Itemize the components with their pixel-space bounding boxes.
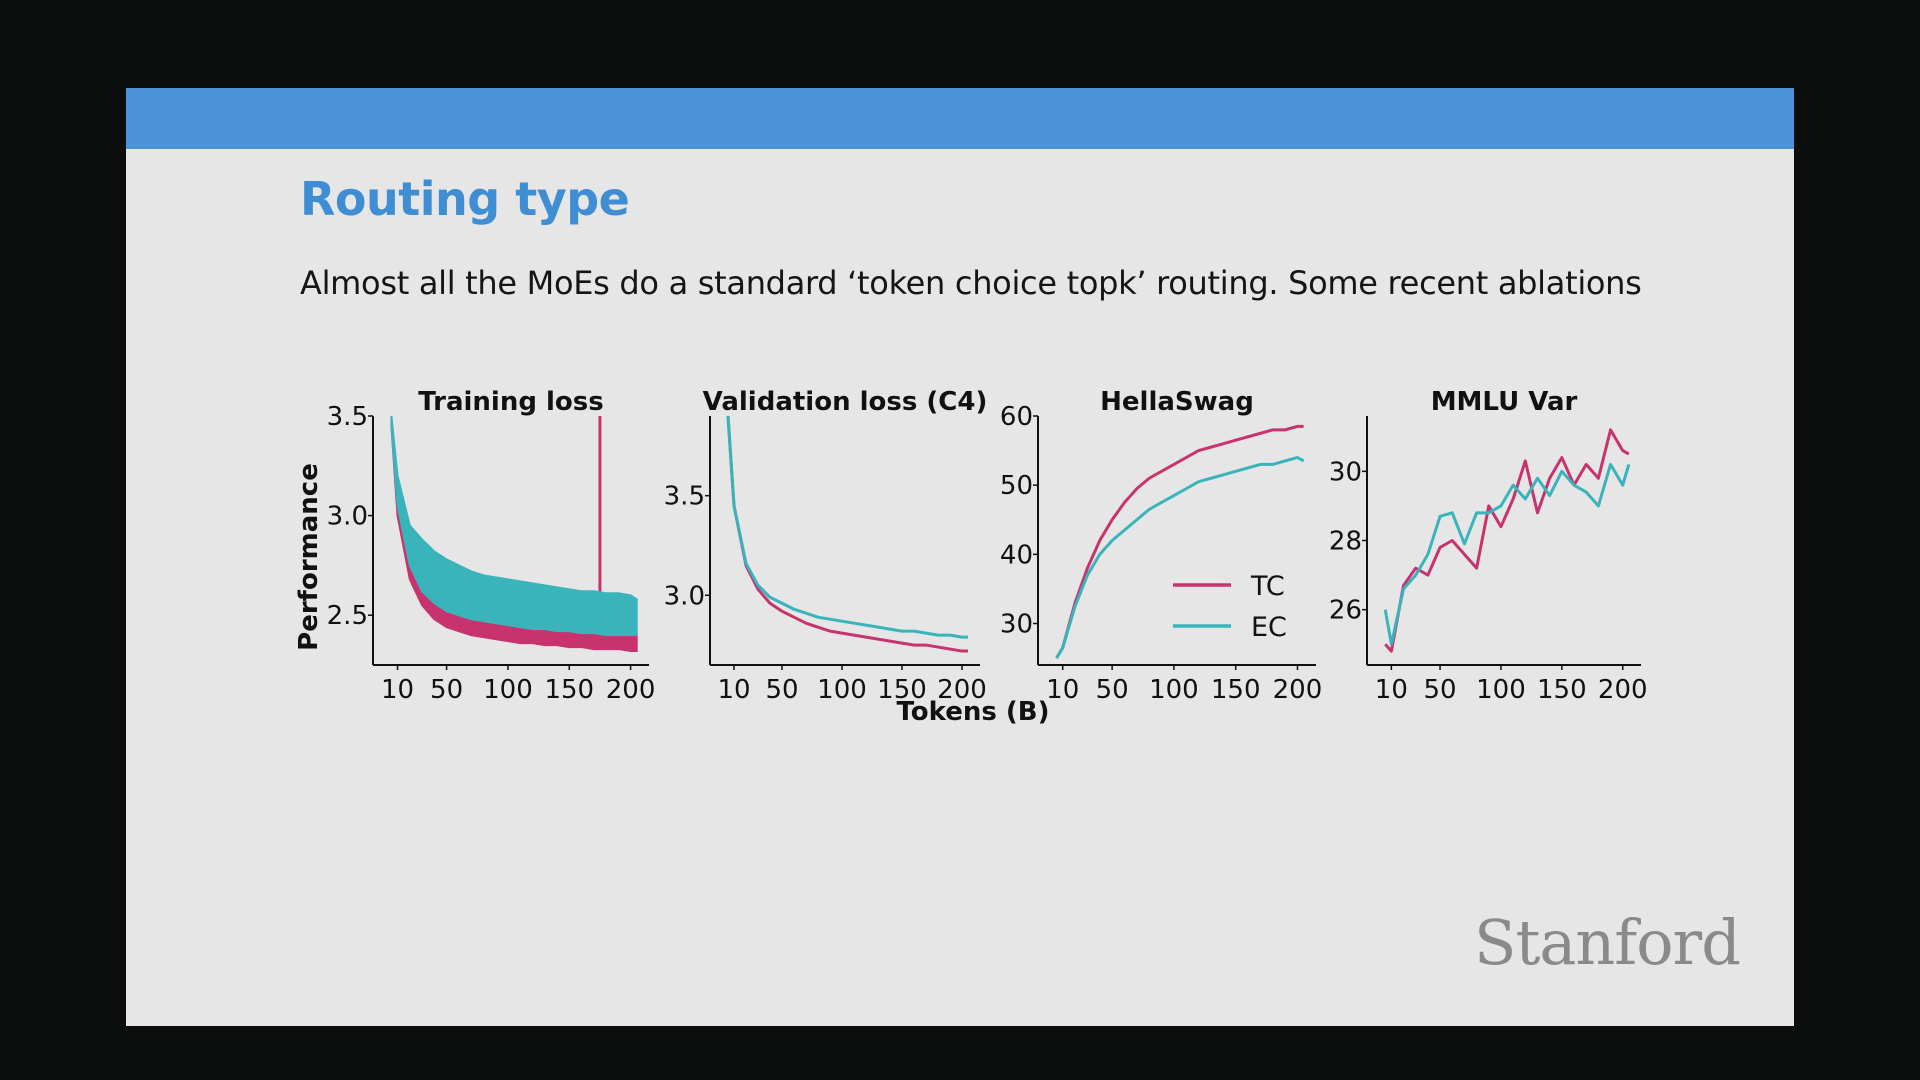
x-tick-label: 100 xyxy=(817,675,867,705)
slide: Routing type Almost all the MoEs do a st… xyxy=(126,88,1794,1026)
series-band-EC xyxy=(390,415,638,637)
y-tick-label: 40 xyxy=(1000,540,1033,570)
chart-1: Validation loss (C4) 10 50 100 150 200 3.0 3.5 xyxy=(664,387,988,705)
y-tick-label: 3.5 xyxy=(327,402,368,432)
x-tick-label: 100 xyxy=(1476,675,1526,705)
y-tick-label: 3.0 xyxy=(664,581,705,611)
chart-title: Validation loss (C4) xyxy=(703,387,988,417)
chart-3: MMLU Var 10 50 100 150 200 26 28 30 xyxy=(1329,387,1648,705)
x-tick-label: 10 xyxy=(1046,675,1079,705)
y-tick-label: 30 xyxy=(1329,457,1362,487)
x-tick-label: 50 xyxy=(1424,675,1457,705)
y-tick-label: 2.5 xyxy=(327,601,368,631)
x-tick-label: 200 xyxy=(937,675,987,705)
y-tick-label: 3.0 xyxy=(327,502,368,532)
x-tick-label: 10 xyxy=(381,675,414,705)
x-tick-label: 10 xyxy=(1375,675,1408,705)
legend-label-EC: EC xyxy=(1251,612,1287,643)
chart-title: Training loss xyxy=(418,387,603,417)
x-tick-label: 100 xyxy=(483,675,533,705)
series-line-TC xyxy=(726,415,968,653)
y-tick-label: 50 xyxy=(1000,471,1033,501)
x-tick-label: 200 xyxy=(1598,675,1648,705)
slide-title: Routing type xyxy=(300,172,630,226)
x-tick-label: 200 xyxy=(606,675,656,705)
y-tick-label: 30 xyxy=(1000,610,1033,640)
series-line-EC xyxy=(1383,462,1631,646)
x-axis-label: Tokens (B) xyxy=(897,697,1050,727)
x-tick-label: 150 xyxy=(1211,675,1261,705)
y-tick-label: 3.5 xyxy=(664,482,705,512)
x-tick-label: 100 xyxy=(1149,675,1199,705)
y-tick-label: 60 xyxy=(1000,402,1033,432)
chart-0: Training loss 10 50 100 150 200 2.5 3.0 3.5 xyxy=(327,387,656,705)
header-bar xyxy=(126,88,1794,149)
chart-2: HellaSwag 10 50 100 150 200 30 40 50 60 xyxy=(1000,387,1322,705)
x-tick-label: 150 xyxy=(1537,675,1587,705)
chart-title: MMLU Var xyxy=(1431,387,1578,417)
stanford-logo: Stanford xyxy=(1474,906,1741,979)
series-line-EC xyxy=(1055,456,1305,659)
y-tick-label: 28 xyxy=(1329,527,1362,557)
series-line-TC xyxy=(1055,424,1304,659)
x-tick-label: 150 xyxy=(544,675,594,705)
legend-label-TC: TC xyxy=(1250,571,1285,602)
x-tick-label: 200 xyxy=(1273,675,1323,705)
x-tick-label: 50 xyxy=(765,675,798,705)
x-tick-label: 150 xyxy=(877,675,927,705)
slide-subtitle: Almost all the MoEs do a standard ‘token… xyxy=(300,264,1642,302)
series-line-EC xyxy=(726,415,968,639)
series-line-TC xyxy=(1384,428,1630,653)
x-tick-label: 50 xyxy=(1096,675,1129,705)
chart-title: HellaSwag xyxy=(1100,387,1254,417)
x-tick-label: 10 xyxy=(717,675,750,705)
y-tick-label: 26 xyxy=(1329,596,1362,626)
y-axis-label: Performance xyxy=(294,463,324,651)
x-tick-label: 50 xyxy=(430,675,463,705)
